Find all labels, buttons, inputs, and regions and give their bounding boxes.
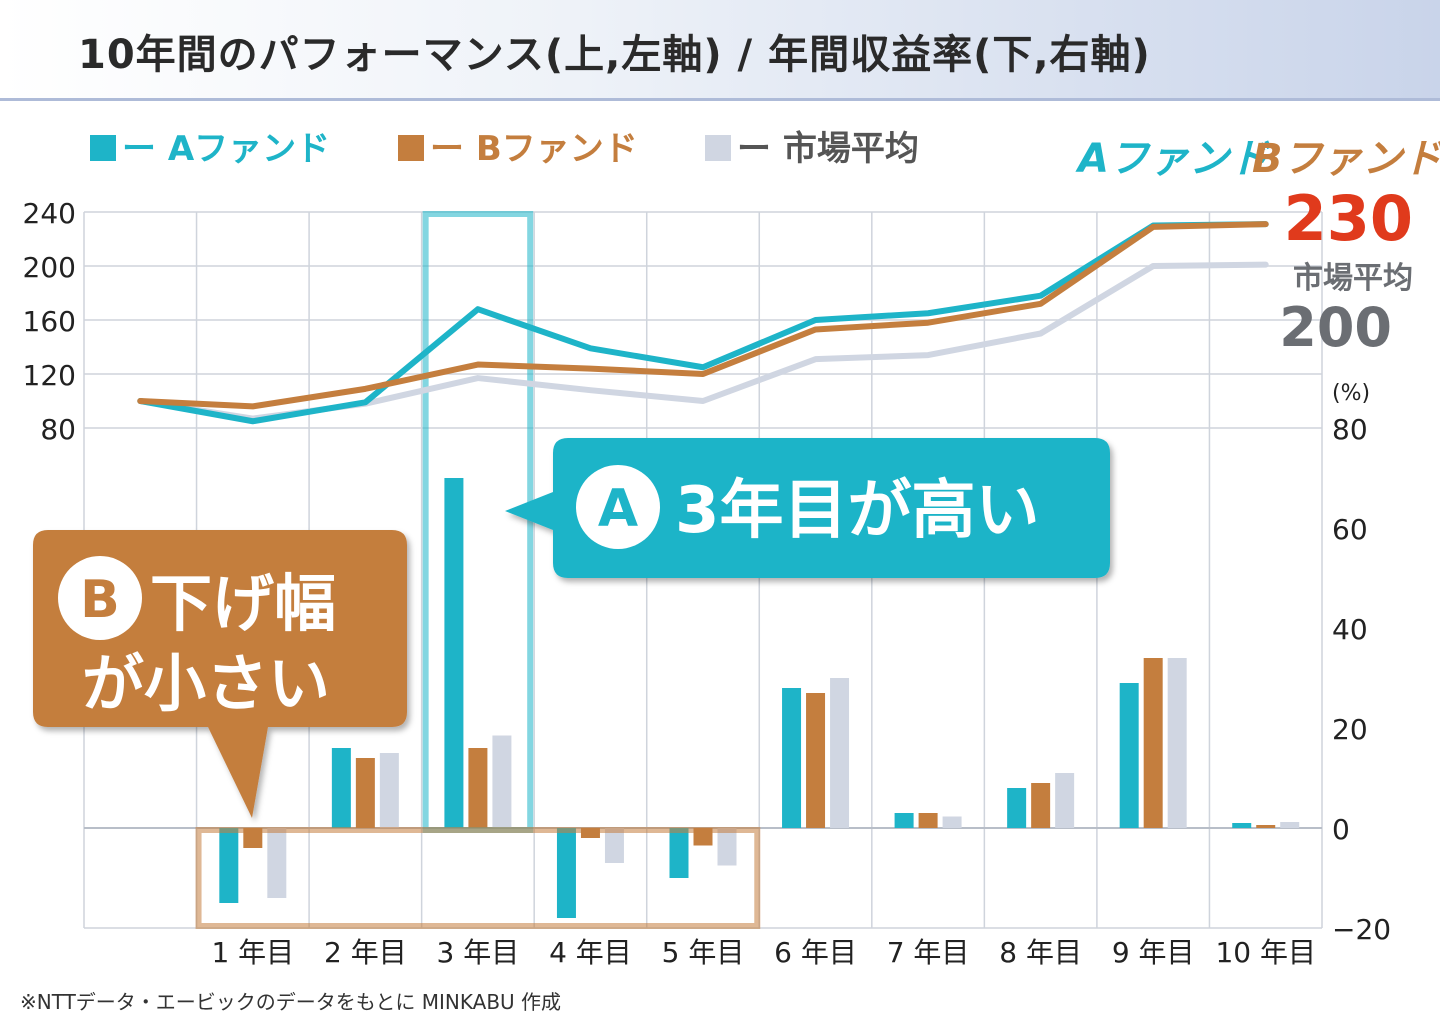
left-tick-label: 80 bbox=[40, 413, 76, 446]
bar bbox=[267, 828, 287, 898]
series-line bbox=[137, 221, 1269, 410]
bar bbox=[717, 828, 737, 866]
callout-b-line2: が小さい bbox=[82, 647, 330, 720]
bar bbox=[468, 748, 488, 828]
right-tick-label: 0 bbox=[1332, 813, 1350, 846]
bar bbox=[1143, 658, 1163, 828]
x-tick-label: 1 年目 bbox=[211, 936, 294, 969]
right-tick-label: 20 bbox=[1332, 713, 1368, 746]
right-axis-unit: (%) bbox=[1332, 381, 1370, 406]
legend-swatch-market bbox=[705, 135, 731, 161]
end-value-market: 200 bbox=[1279, 296, 1392, 359]
x-tick-label: 4 年目 bbox=[549, 936, 632, 969]
bar bbox=[1031, 783, 1051, 828]
bar bbox=[894, 813, 914, 828]
callout-a-badge bbox=[576, 465, 660, 549]
left-tick-label: 120 bbox=[23, 359, 76, 392]
callout-b-line1: 下げ幅 bbox=[150, 567, 336, 640]
bar bbox=[492, 735, 512, 828]
x-tick-label: 6 年目 bbox=[774, 936, 857, 969]
bar bbox=[669, 828, 689, 878]
callout-a-text: 3年目が高い bbox=[675, 474, 1040, 548]
right-tick-label: −20 bbox=[1332, 913, 1391, 946]
legend-label-b: ー Bファンド bbox=[430, 129, 638, 169]
right-tick-label: 40 bbox=[1332, 613, 1368, 646]
bar bbox=[1280, 822, 1300, 828]
x-tick-label: 3 年目 bbox=[437, 936, 520, 969]
end-label-a-fund: Aファンド bbox=[1075, 136, 1271, 182]
source-footnote: ※NTTデータ・エービックのデータをもとに MINKABU 作成 bbox=[20, 990, 562, 1014]
end-label-market: 市場平均 bbox=[1293, 261, 1413, 296]
bar bbox=[782, 688, 802, 828]
bar bbox=[604, 828, 624, 863]
bar bbox=[1007, 788, 1027, 828]
bar bbox=[379, 753, 399, 828]
bar bbox=[331, 748, 351, 828]
legend-label-market: ー 市場平均 bbox=[737, 129, 919, 169]
callout-a bbox=[505, 438, 1110, 578]
highlight-decline-box bbox=[195, 827, 761, 929]
x-tick-label: 9 年目 bbox=[1112, 936, 1195, 969]
series-line bbox=[137, 221, 1269, 425]
end-label-b-fund: Bファンド bbox=[1252, 136, 1440, 182]
end-value-labels: Aファンド Bファンド 230 市場平均 200 bbox=[1075, 136, 1440, 359]
bar bbox=[355, 758, 375, 828]
callout-b-badge-letter: B bbox=[80, 570, 120, 630]
bar bbox=[918, 813, 938, 828]
left-tick-label: 160 bbox=[23, 305, 76, 338]
x-tick-label: 7 年目 bbox=[887, 936, 970, 969]
bar bbox=[1256, 825, 1276, 828]
bar bbox=[1167, 658, 1187, 828]
x-tick-label: 8 年目 bbox=[999, 936, 1082, 969]
x-tick-label: 5 年目 bbox=[662, 936, 745, 969]
bar bbox=[1232, 823, 1252, 828]
end-value-ab: 230 bbox=[1284, 182, 1413, 255]
bar bbox=[1119, 683, 1139, 828]
bar bbox=[830, 678, 850, 828]
right-tick-label: 60 bbox=[1332, 513, 1368, 546]
callout-a-badge-letter: A bbox=[598, 479, 638, 539]
bar bbox=[1055, 773, 1075, 828]
bar bbox=[942, 816, 962, 828]
x-tick-label: 10 年目 bbox=[1215, 936, 1316, 969]
header-banner: 10年間のパフォーマンス(上,左軸) / 年間収益率(下,右軸) bbox=[0, 0, 1440, 101]
left-tick-label: 200 bbox=[23, 251, 76, 284]
legend-label-a: ー Aファンド bbox=[122, 129, 330, 169]
legend-swatch-b bbox=[398, 135, 424, 161]
callout-b-badge bbox=[58, 556, 142, 640]
legend-swatch-a bbox=[90, 135, 116, 161]
bar bbox=[556, 828, 576, 918]
left-tick-label: 240 bbox=[23, 197, 76, 230]
bar bbox=[806, 693, 826, 828]
legend: ー Aファンド ー Bファンド ー 市場平均 bbox=[90, 129, 919, 169]
bar bbox=[444, 478, 464, 828]
right-tick-label: 80 bbox=[1332, 413, 1368, 446]
bar bbox=[219, 828, 239, 903]
x-tick-label: 2 年目 bbox=[324, 936, 407, 969]
page-title: 10年間のパフォーマンス(上,左軸) / 年間収益率(下,右軸) bbox=[78, 32, 1151, 78]
